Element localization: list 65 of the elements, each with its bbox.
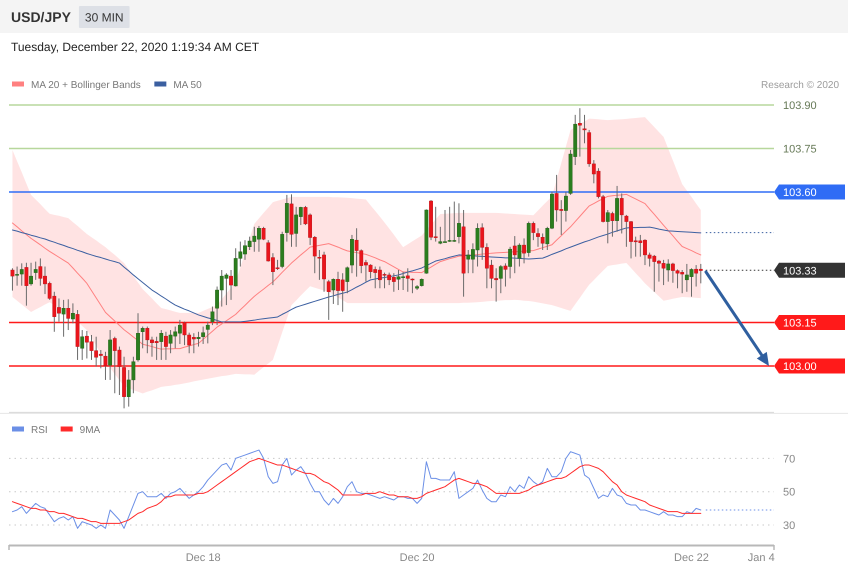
candlestick bbox=[620, 192, 624, 234]
candlestick bbox=[80, 330, 84, 360]
candlestick bbox=[201, 326, 206, 344]
y-tick-label: 103.75 bbox=[783, 144, 817, 156]
candlestick bbox=[540, 232, 545, 250]
legend-label: MA 50 bbox=[173, 80, 202, 91]
y-tick-label: 50 bbox=[783, 486, 796, 499]
candlestick bbox=[262, 226, 266, 241]
candlestick bbox=[512, 236, 517, 274]
candlestick bbox=[606, 209, 610, 244]
candlestick bbox=[29, 262, 33, 286]
y-tick-label: 103.00 bbox=[783, 361, 817, 373]
candlestick bbox=[326, 279, 331, 320]
candlestick bbox=[104, 351, 108, 380]
candlestick bbox=[210, 306, 214, 326]
y-tick-label: 70 bbox=[783, 453, 796, 466]
candlestick bbox=[564, 191, 568, 222]
candlestick bbox=[34, 261, 38, 280]
text: Research © 2020 bbox=[761, 80, 840, 91]
line-series bbox=[12, 450, 702, 529]
y-tick-label: 103.33 bbox=[783, 265, 817, 278]
candlestick bbox=[582, 114, 586, 144]
x-tick-label: Dec 20 bbox=[400, 552, 435, 564]
x-tick-label: Dec 22 bbox=[674, 552, 709, 564]
candlestick bbox=[24, 262, 28, 306]
candlestick bbox=[140, 326, 145, 349]
candlestick bbox=[578, 108, 582, 158]
x-tick-label: Dec 18 bbox=[186, 552, 221, 564]
candlestick bbox=[10, 268, 14, 292]
candlestick bbox=[615, 185, 619, 232]
candlestick bbox=[504, 262, 508, 288]
candlestick bbox=[331, 278, 336, 304]
candlestick bbox=[610, 211, 614, 238]
chart-subtitle: 30 MIN bbox=[84, 10, 124, 24]
candlestick bbox=[62, 299, 66, 338]
legend-label: RSI bbox=[31, 425, 48, 436]
candlestick bbox=[536, 228, 540, 248]
candlestick bbox=[522, 238, 526, 264]
line-series bbox=[12, 194, 702, 350]
candlestick bbox=[345, 266, 350, 294]
chart-title: USD/JPY bbox=[11, 9, 72, 25]
candlestick bbox=[531, 221, 536, 241]
y-tick-label: 103.60 bbox=[783, 187, 817, 199]
y-tick-label: 103.90 bbox=[783, 100, 817, 112]
candlestick bbox=[498, 264, 503, 294]
legend-label: 9MA bbox=[80, 425, 101, 436]
candlestick bbox=[508, 246, 512, 279]
candlestick bbox=[406, 268, 410, 292]
candlestick bbox=[66, 298, 70, 331]
line-series bbox=[12, 458, 702, 524]
y-tick-label: 30 bbox=[783, 520, 796, 532]
candlestick bbox=[159, 330, 164, 360]
candlestick bbox=[71, 302, 75, 324]
text: Tuesday, December 22, 2020 1:19:34 AM CET bbox=[11, 40, 260, 54]
candlestick bbox=[196, 331, 200, 348]
candlestick bbox=[229, 270, 233, 300]
y-tick-label: 103.15 bbox=[783, 318, 817, 330]
candlestick bbox=[518, 242, 522, 268]
candlestick bbox=[457, 202, 461, 244]
candlestick bbox=[666, 258, 670, 282]
x-tick-label: Jan 4 bbox=[748, 552, 775, 564]
candlestick bbox=[164, 331, 168, 360]
legend-label: MA 20 + Bollinger Bands bbox=[31, 80, 141, 91]
candlestick bbox=[410, 278, 414, 294]
candlestick bbox=[206, 321, 210, 344]
